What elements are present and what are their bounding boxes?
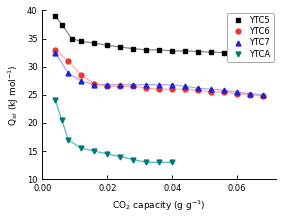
- YTC7: [222, 89, 226, 92]
- Y-axis label: Q$_{st}$ (kJ mol$^{-1}$): Q$_{st}$ (kJ mol$^{-1}$): [7, 64, 21, 126]
- YTCA: [80, 147, 83, 150]
- YTC6: [158, 88, 161, 91]
- YTC7: [93, 83, 96, 86]
- YTC5: [196, 50, 200, 53]
- YTC6: [80, 74, 83, 77]
- YTC6: [170, 88, 174, 91]
- YTC5: [106, 44, 109, 47]
- YTC7: [196, 87, 200, 89]
- YTC7: [106, 83, 109, 86]
- YTC6: [248, 94, 252, 96]
- YTC5: [209, 51, 213, 53]
- YTC7: [248, 92, 252, 95]
- YTC7: [132, 83, 135, 86]
- YTC5: [60, 23, 64, 26]
- YTC5: [235, 52, 239, 55]
- YTC5: [80, 40, 83, 43]
- YTC6: [222, 91, 226, 93]
- Line: YTC5: YTC5: [53, 14, 265, 56]
- YTC7: [80, 79, 83, 82]
- YTC6: [106, 85, 109, 88]
- YTC6: [54, 48, 57, 51]
- YTCA: [158, 161, 161, 164]
- YTC7: [67, 72, 70, 75]
- YTC6: [119, 85, 122, 88]
- YTCA: [170, 161, 174, 164]
- YTCA: [60, 119, 64, 121]
- YTC6: [67, 60, 70, 62]
- YTC6: [196, 89, 200, 92]
- YTC6: [209, 91, 213, 93]
- YTC5: [183, 50, 187, 52]
- YTC7: [170, 83, 174, 86]
- YTC6: [261, 95, 265, 97]
- YTC7: [209, 88, 213, 91]
- Line: YTC6: YTC6: [53, 47, 265, 98]
- YTCA: [54, 99, 57, 102]
- YTC5: [54, 15, 57, 17]
- YTCA: [106, 153, 109, 155]
- YTC7: [183, 85, 187, 88]
- YTC7: [158, 83, 161, 86]
- YTC5: [248, 48, 252, 51]
- YTCA: [132, 158, 135, 161]
- YTC6: [183, 88, 187, 91]
- YTC7: [145, 83, 148, 86]
- YTC6: [93, 82, 96, 85]
- YTCA: [119, 155, 122, 158]
- Line: YTCA: YTCA: [53, 98, 175, 165]
- YTC7: [235, 91, 239, 93]
- YTCA: [67, 139, 70, 141]
- YTC5: [132, 47, 135, 50]
- YTC5: [170, 50, 174, 52]
- YTC5: [222, 51, 226, 54]
- YTC7: [261, 94, 265, 96]
- YTCA: [145, 161, 148, 164]
- Legend: YTC5, YTC6, YTC7, YTCA: YTC5, YTC6, YTC7, YTCA: [228, 13, 274, 62]
- Line: YTC7: YTC7: [53, 50, 265, 97]
- YTC7: [54, 51, 57, 54]
- X-axis label: CO$_2$ capacity (g g$^{-1}$): CO$_2$ capacity (g g$^{-1}$): [112, 199, 206, 213]
- YTC6: [235, 92, 239, 95]
- YTC6: [132, 85, 135, 88]
- YTC5: [119, 46, 122, 48]
- YTCA: [93, 150, 96, 152]
- YTC5: [93, 42, 96, 44]
- YTC5: [158, 48, 161, 51]
- YTC5: [145, 48, 148, 51]
- YTC7: [119, 83, 122, 86]
- YTC5: [261, 48, 265, 51]
- YTC6: [145, 87, 148, 89]
- YTC5: [70, 37, 73, 40]
